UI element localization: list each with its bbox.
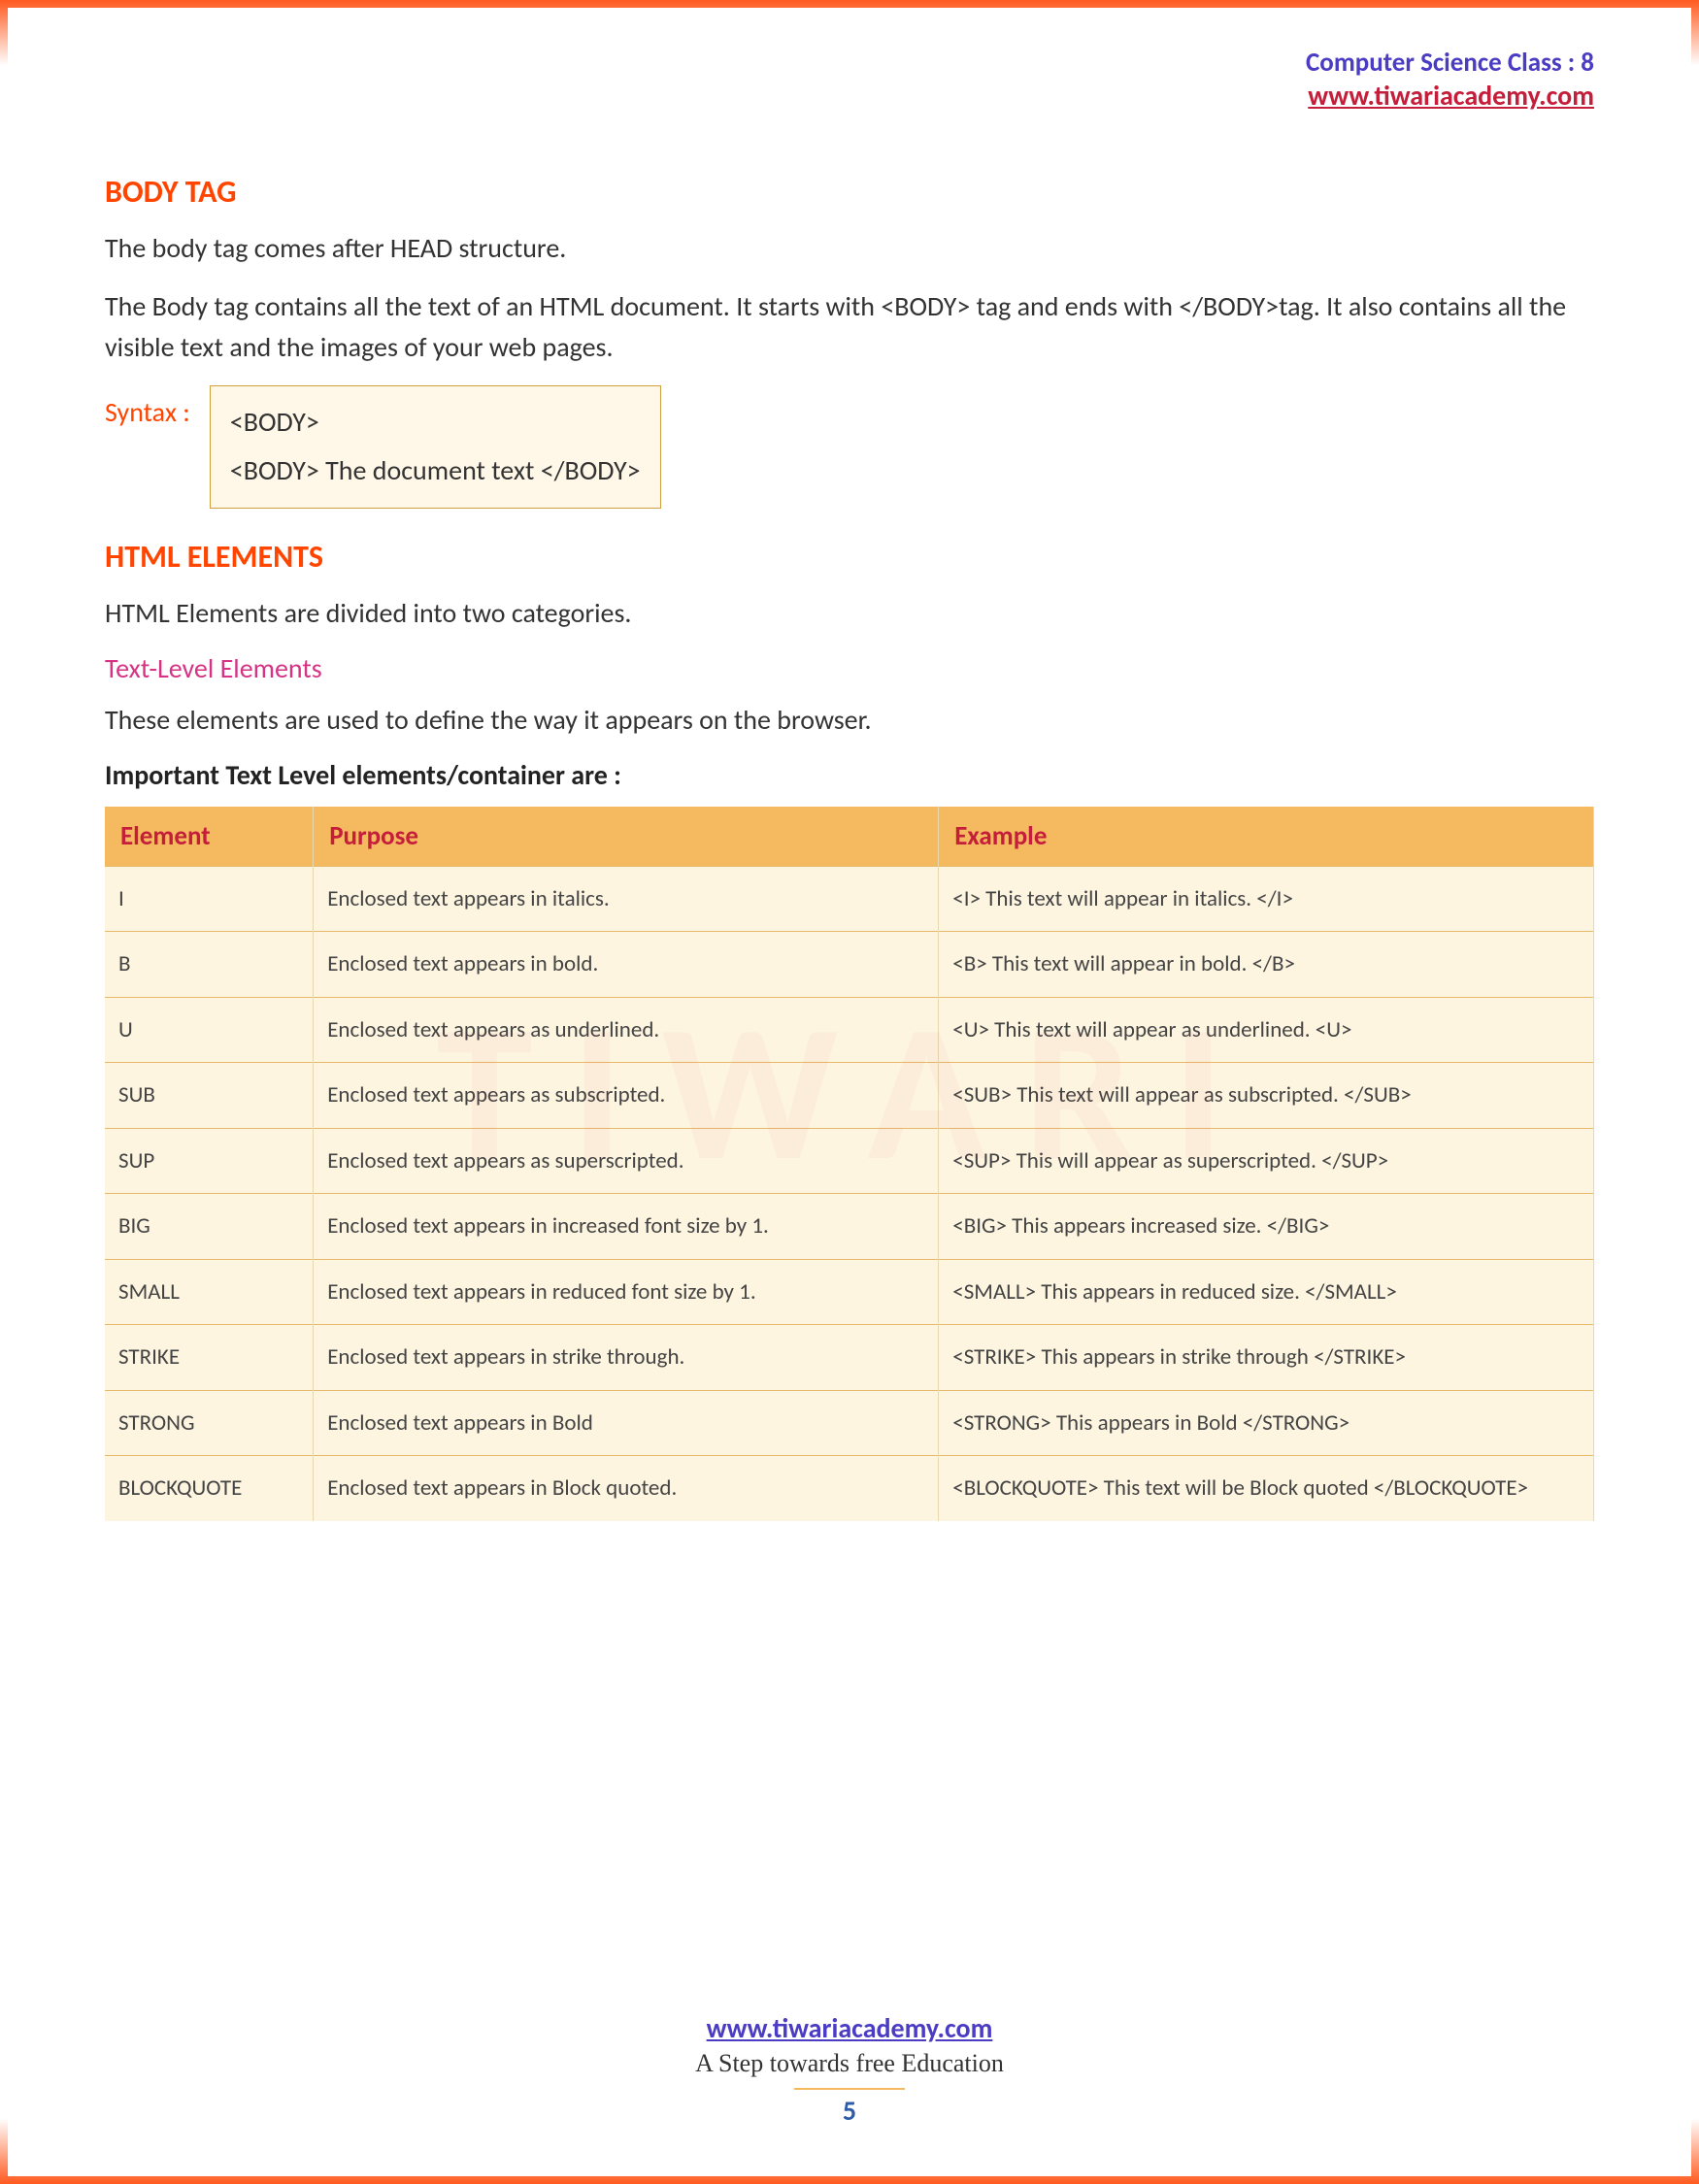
table-cell: <B> This text will appear in bold. </B> bbox=[939, 932, 1594, 998]
table-cell: SUP bbox=[105, 1128, 314, 1194]
page-header: Computer Science Class : 8 www.tiwariaca… bbox=[1306, 47, 1594, 113]
table-cell: BLOCKQUOTE bbox=[105, 1456, 314, 1521]
main-content: BODY TAG The body tag comes after HEAD s… bbox=[105, 173, 1594, 1521]
table-row: STRIKEEnclosed text appears in strike th… bbox=[105, 1325, 1594, 1391]
table-row: BEnclosed text appears in bold.<B> This … bbox=[105, 932, 1594, 998]
footer-site-link[interactable]: www.tiwariacademy.com bbox=[8, 2011, 1691, 2045]
table-row: IEnclosed text appears in italics.<I> Th… bbox=[105, 866, 1594, 932]
table-row: STRONGEnclosed text appears in Bold<STRO… bbox=[105, 1390, 1594, 1456]
table-cell: <BLOCKQUOTE> This text will be Block quo… bbox=[939, 1456, 1594, 1521]
text-level-description: These elements are used to define the wa… bbox=[105, 700, 1594, 741]
table-row: BIGEnclosed text appears in increased fo… bbox=[105, 1194, 1594, 1260]
table-cell: <SMALL> This appears in reduced size. </… bbox=[939, 1259, 1594, 1325]
table-cell: U bbox=[105, 997, 314, 1063]
syntax-line-2: <BODY> The document text </BODY> bbox=[230, 447, 641, 495]
table-cell: <STRONG> This appears in Bold </STRONG> bbox=[939, 1390, 1594, 1456]
html-elements-intro: HTML Elements are divided into two categ… bbox=[105, 593, 1594, 634]
table-cell: Enclosed text appears in bold. bbox=[314, 932, 939, 998]
table-row: UEnclosed text appears as underlined.<U>… bbox=[105, 997, 1594, 1063]
syntax-box: <BODY> <BODY> The document text </BODY> bbox=[210, 385, 661, 509]
table-cell: <SUP> This will appear as superscripted.… bbox=[939, 1128, 1594, 1194]
table-cell: Enclosed text appears in Bold bbox=[314, 1390, 939, 1456]
table-cell: Enclosed text appears in strike through. bbox=[314, 1325, 939, 1391]
table-cell: STRIKE bbox=[105, 1325, 314, 1391]
table-cell: <SUB> This text will appear as subscript… bbox=[939, 1063, 1594, 1129]
html-elements-table: Element Purpose Example IEnclosed text a… bbox=[105, 807, 1594, 1521]
page-number: 5 bbox=[794, 2088, 905, 2128]
table-cell: Enclosed text appears in reduced font si… bbox=[314, 1259, 939, 1325]
table-cell: Enclosed text appears as underlined. bbox=[314, 997, 939, 1063]
html-elements-heading: HTML ELEMENTS bbox=[105, 538, 1594, 576]
table-cell: <U> This text will appear as underlined.… bbox=[939, 997, 1594, 1063]
table-cell: BIG bbox=[105, 1194, 314, 1260]
syntax-container: Syntax : <BODY> <BODY> The document text… bbox=[105, 385, 1594, 509]
table-row: SMALLEnclosed text appears in reduced fo… bbox=[105, 1259, 1594, 1325]
syntax-line-1: <BODY> bbox=[230, 398, 641, 447]
table-intro: Important Text Level elements/container … bbox=[105, 758, 1594, 792]
body-tag-description: The Body tag contains all the text of an… bbox=[105, 286, 1594, 368]
page-content: TIWARI Computer Science Class : 8 www.ti… bbox=[8, 8, 1691, 2176]
table-cell: Enclosed text appears in increased font … bbox=[314, 1194, 939, 1260]
table-cell: <BIG> This appears increased size. </BIG… bbox=[939, 1194, 1594, 1260]
table-cell: Enclosed text appears in Block quoted. bbox=[314, 1456, 939, 1521]
header-site-link[interactable]: www.tiwariacademy.com bbox=[1306, 79, 1594, 113]
table-cell: <I> This text will appear in italics. </… bbox=[939, 866, 1594, 932]
text-level-subheading: Text-Level Elements bbox=[105, 651, 1594, 685]
header-class-label: Computer Science Class : 8 bbox=[1306, 47, 1594, 79]
body-tag-intro: The body tag comes after HEAD structure. bbox=[105, 228, 1594, 269]
col-purpose: Purpose bbox=[314, 807, 939, 867]
table-cell: B bbox=[105, 932, 314, 998]
syntax-label: Syntax : bbox=[105, 385, 190, 429]
table-cell: STRONG bbox=[105, 1390, 314, 1456]
table-row: SUBEnclosed text appears as subscripted.… bbox=[105, 1063, 1594, 1129]
table-row: BLOCKQUOTEEnclosed text appears in Block… bbox=[105, 1456, 1594, 1521]
col-element: Element bbox=[105, 807, 314, 867]
table-cell: SUB bbox=[105, 1063, 314, 1129]
page-gradient-border: TIWARI Computer Science Class : 8 www.ti… bbox=[0, 0, 1699, 2184]
page-footer: www.tiwariacademy.com A Step towards fre… bbox=[8, 2011, 1691, 2128]
col-example: Example bbox=[939, 807, 1594, 867]
footer-tagline: A Step towards free Education bbox=[8, 2049, 1691, 2078]
table-cell: SMALL bbox=[105, 1259, 314, 1325]
table-cell: I bbox=[105, 866, 314, 932]
table-cell: <STRIKE> This appears in strike through … bbox=[939, 1325, 1594, 1391]
table-cell: Enclosed text appears as subscripted. bbox=[314, 1063, 939, 1129]
table-cell: Enclosed text appears in italics. bbox=[314, 866, 939, 932]
table-header-row: Element Purpose Example bbox=[105, 807, 1594, 867]
body-tag-heading: BODY TAG bbox=[105, 173, 1594, 211]
table-cell: Enclosed text appears as superscripted. bbox=[314, 1128, 939, 1194]
table-row: SUPEnclosed text appears as superscripte… bbox=[105, 1128, 1594, 1194]
